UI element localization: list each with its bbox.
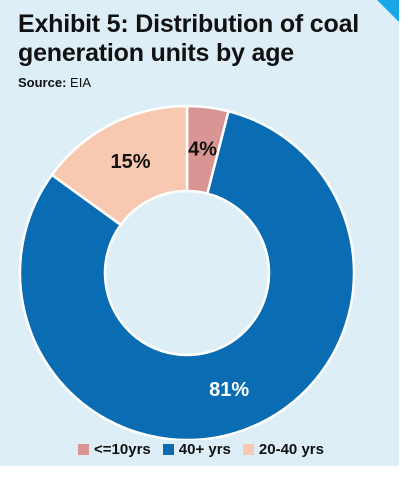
exhibit-panel: Exhibit 5: Distribution of coal generati… xyxy=(0,0,402,466)
legend-item-0: <=10yrs xyxy=(78,441,151,458)
donut-slice-2 xyxy=(50,104,189,227)
legend-swatch-1 xyxy=(162,444,174,455)
source-label: Source: xyxy=(18,75,67,90)
legend-item-1: 40+ yrs xyxy=(162,441,231,458)
donut-data-labels: 4% 81% 15% xyxy=(110,138,249,401)
source-value: EIA xyxy=(70,75,91,90)
legend-label-0: <=10yrs xyxy=(94,441,151,458)
data-label-0: 4% xyxy=(188,138,217,160)
chart-legend: <=10yrs 40+ yrs 20-40 yrs xyxy=(0,441,402,458)
donut-slices xyxy=(18,104,356,440)
chart-title: Exhibit 5: Distribution of coal generati… xyxy=(18,10,360,67)
data-label-1: 81% xyxy=(209,379,249,401)
legend-label-2: 20-40 yrs xyxy=(258,441,324,458)
legend-swatch-2 xyxy=(242,444,254,455)
source-line: Source: EIA xyxy=(18,75,91,90)
donut-slice-1 xyxy=(18,109,356,440)
legend-swatch-0 xyxy=(78,444,90,455)
donut-chart: 4% 81% 15% xyxy=(18,104,356,440)
legend-label-1: 40+ yrs xyxy=(178,441,231,458)
corner-accent-mark xyxy=(377,0,399,22)
legend-item-2: 20-40 yrs xyxy=(242,441,324,458)
data-label-2: 15% xyxy=(110,151,150,173)
